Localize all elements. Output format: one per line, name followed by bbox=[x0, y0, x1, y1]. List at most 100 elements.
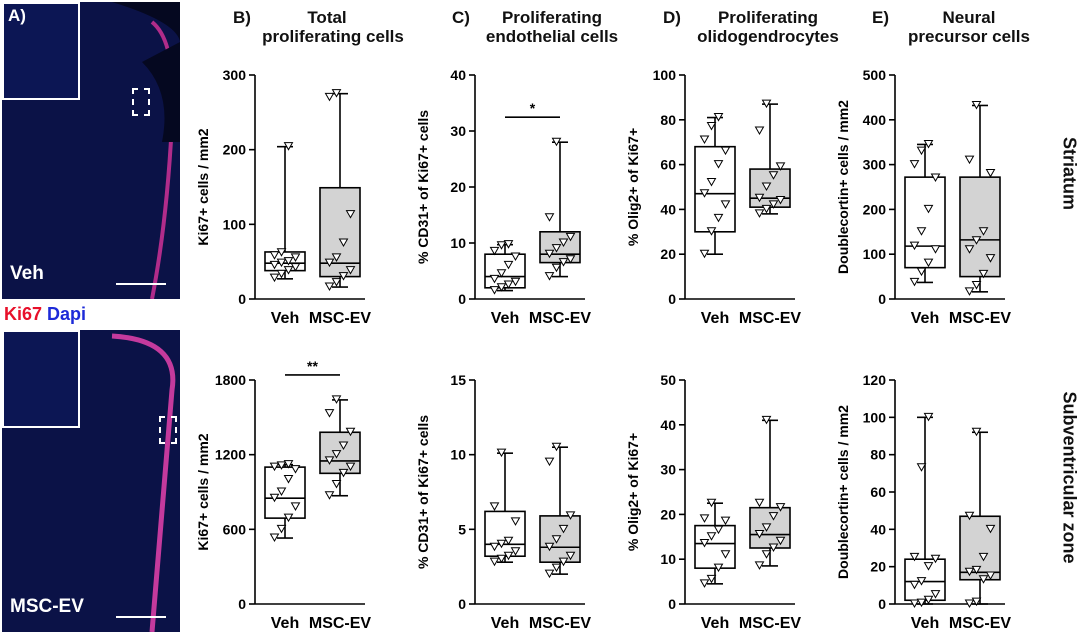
data-point bbox=[324, 92, 335, 102]
column-title-line1: Proliferating bbox=[501, 8, 603, 27]
x-category-label: Veh bbox=[271, 615, 299, 632]
data-point bbox=[971, 597, 982, 607]
micrograph-msc-ev-inset bbox=[2, 330, 80, 428]
data-point bbox=[754, 209, 765, 218]
data-point bbox=[290, 263, 301, 272]
y-tick-label: 40 bbox=[870, 521, 886, 537]
y-tick-label: 200 bbox=[863, 201, 887, 217]
y-tick-label: 60 bbox=[660, 157, 676, 173]
box-msc-ev bbox=[539, 137, 581, 281]
data-point bbox=[331, 450, 342, 459]
data-point bbox=[269, 533, 280, 543]
data-point bbox=[761, 204, 772, 214]
x-category-label: Veh bbox=[491, 615, 519, 632]
y-tick-label: 80 bbox=[660, 112, 676, 128]
data-point bbox=[754, 498, 765, 508]
column-title-line1: Proliferating bbox=[717, 8, 819, 27]
data-point bbox=[754, 530, 765, 539]
y-tick-label: 20 bbox=[450, 179, 466, 195]
data-point bbox=[916, 598, 927, 608]
data-point bbox=[496, 554, 507, 564]
data-point bbox=[338, 272, 349, 281]
data-point bbox=[503, 536, 514, 546]
data-point bbox=[761, 550, 772, 559]
data-point bbox=[916, 146, 927, 156]
data-point bbox=[489, 542, 500, 552]
data-point bbox=[706, 122, 717, 131]
data-point bbox=[930, 173, 941, 183]
box-iqr bbox=[694, 524, 736, 569]
data-point bbox=[503, 260, 514, 270]
data-point bbox=[768, 543, 779, 553]
data-point bbox=[930, 554, 941, 564]
panel-a-label: A) bbox=[8, 6, 26, 25]
box-iqr bbox=[904, 176, 946, 269]
data-point bbox=[565, 551, 576, 561]
y-tick-label: 100 bbox=[863, 409, 887, 425]
data-point bbox=[916, 227, 927, 236]
data-point bbox=[276, 258, 287, 268]
data-point bbox=[544, 213, 555, 222]
data-point bbox=[551, 137, 562, 147]
data-point bbox=[768, 200, 779, 209]
y-tick-label: 300 bbox=[223, 67, 247, 83]
micrograph-msc-ev-label: MSC-EV bbox=[10, 596, 84, 617]
data-point bbox=[489, 557, 500, 567]
data-point bbox=[565, 255, 576, 264]
data-point bbox=[331, 480, 342, 489]
data-point bbox=[713, 213, 724, 223]
data-point bbox=[290, 465, 301, 474]
y-tick-label: 20 bbox=[660, 506, 676, 522]
column-title-line2: endothelial cells bbox=[485, 27, 619, 46]
box-iqr bbox=[264, 466, 306, 519]
data-point bbox=[558, 238, 569, 248]
significance-marker: * bbox=[530, 100, 536, 116]
box-iqr bbox=[904, 558, 946, 602]
x-category-label: MSC-EV bbox=[309, 615, 372, 632]
data-point bbox=[489, 274, 500, 284]
data-point bbox=[496, 539, 507, 549]
box-msc-ev bbox=[959, 427, 1001, 609]
data-point bbox=[496, 269, 507, 278]
box-veh bbox=[484, 448, 526, 567]
data-point bbox=[283, 460, 294, 469]
box-veh bbox=[264, 460, 306, 543]
x-category-label: MSC-EV bbox=[949, 615, 1012, 632]
y-axis-label: Ki67+ cells / mm2 bbox=[195, 128, 211, 245]
data-point bbox=[283, 257, 294, 266]
data-point bbox=[544, 272, 555, 281]
data-point bbox=[503, 240, 514, 249]
y-tick-label: 0 bbox=[668, 596, 676, 612]
y-tick-label: 0 bbox=[668, 291, 676, 307]
data-point bbox=[558, 258, 569, 267]
x-category-label: MSC-EV bbox=[949, 310, 1012, 327]
data-point bbox=[345, 266, 356, 275]
data-point bbox=[496, 283, 507, 292]
y-tick-label: 30 bbox=[660, 462, 676, 478]
data-point bbox=[324, 258, 335, 268]
data-point bbox=[276, 461, 287, 470]
box-veh bbox=[264, 142, 306, 283]
y-tick-label: 0 bbox=[458, 596, 466, 612]
data-point bbox=[551, 244, 562, 253]
y-tick-label: 80 bbox=[870, 447, 886, 463]
box-msc-ev bbox=[319, 395, 361, 500]
data-point bbox=[324, 491, 335, 500]
data-point bbox=[345, 427, 356, 437]
x-category-label: MSC-EV bbox=[309, 310, 372, 327]
data-point bbox=[923, 562, 934, 571]
data-point bbox=[283, 142, 294, 151]
chart-svz-dcx: 0 20 40 60 80 100 120 Doublecortin+ cells / mm2… bbox=[835, 372, 1011, 632]
chart-svz-olig: 0 10 20 30 40 50 % Olig2+ of Ki67+ Veh MSC-EV bbox=[625, 372, 801, 632]
y-tick-label: 20 bbox=[660, 246, 676, 262]
y-tick-label: 30 bbox=[450, 123, 466, 139]
y-axis-label: % Olig2+ of Ki67+ bbox=[625, 128, 641, 246]
data-point bbox=[964, 599, 975, 609]
data-point bbox=[761, 99, 772, 109]
data-point bbox=[510, 547, 521, 556]
y-tick-label: 0 bbox=[878, 596, 886, 612]
y-tick-label: 0 bbox=[878, 291, 886, 307]
data-point bbox=[720, 550, 731, 559]
x-category-label: MSC-EV bbox=[529, 615, 592, 632]
data-point bbox=[324, 456, 335, 465]
